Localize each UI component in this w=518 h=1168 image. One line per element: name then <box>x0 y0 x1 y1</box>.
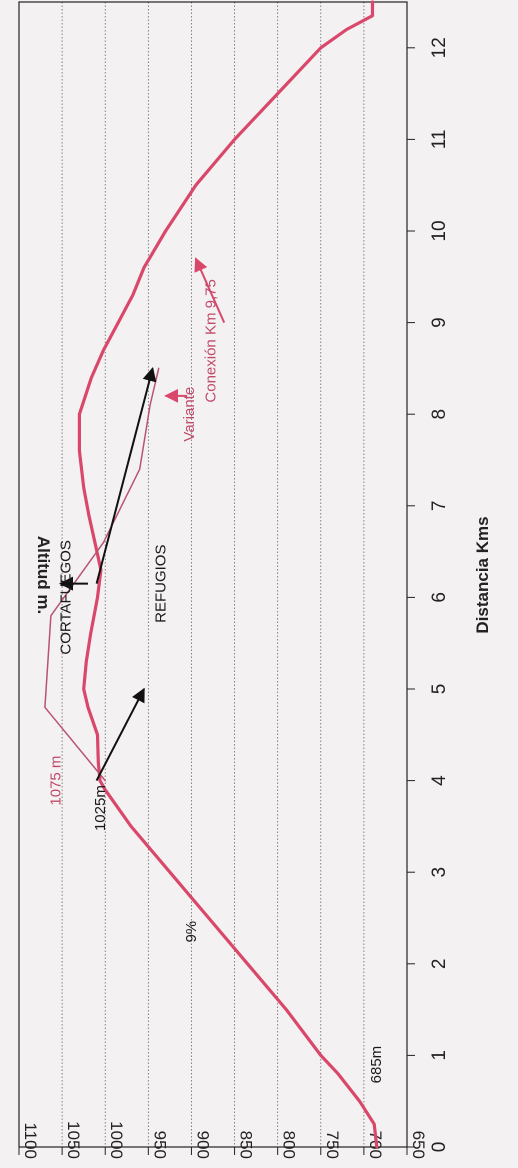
x-tick-label: 0 <box>429 1142 450 1153</box>
x-tick-label: 7 <box>429 501 450 512</box>
plot-frame <box>18 1 408 1148</box>
x-tick-label: 5 <box>429 684 450 695</box>
y-tick-label: 1000 <box>107 1121 126 1159</box>
grid-lines <box>61 2 365 1147</box>
annotation-label: 9% <box>183 921 200 943</box>
x-tick-label: 8 <box>429 409 450 420</box>
x-tick-label: 9 <box>429 317 450 328</box>
annotation-arrow-4 <box>194 257 226 324</box>
main-route-line <box>77 0 379 1149</box>
x-tick-label: 6 <box>429 592 450 603</box>
annotation-label: CORTAFUEGOS <box>58 540 75 654</box>
y-tick-label: 800 <box>280 1131 299 1159</box>
y-tick-label: 1050 <box>64 1121 83 1159</box>
y-tick-label: 850 <box>237 1131 256 1159</box>
altitude-axis: 1100 1050 1000 950 900 850 800 750 700 650 <box>18 1121 428 1159</box>
x-tick-label: 3 <box>429 867 450 878</box>
alternate-route-line <box>44 367 160 782</box>
x-tick-label: 2 <box>429 959 450 970</box>
annotation-label: Variante <box>181 387 198 442</box>
annotation-label: 1075 m <box>47 756 64 806</box>
x-tick-label: 11 <box>429 130 450 150</box>
annotation-layer: 685m 9% 1025m 1075 m CORTAFUEGOS REFUGIOS Vari… <box>47 279 385 1083</box>
annotation-label: REFUGIOS <box>153 545 170 623</box>
y-axis-label: Altitud m. <box>34 536 53 614</box>
x-tick-label: 12 <box>429 37 450 58</box>
annotation-label: Conexión Km 9,75 <box>203 279 220 402</box>
x-axis-label: Distancia Kms <box>473 516 492 633</box>
y-tick-label: 750 <box>323 1131 342 1159</box>
x-tick-label: 10 <box>429 220 450 241</box>
x-tick-label: 4 <box>429 775 450 786</box>
annotation-arrow-1 <box>95 687 145 782</box>
y-tick-label: 650 <box>409 1131 428 1159</box>
annotation-label: 685m <box>368 1046 385 1084</box>
y-tick-label: 900 <box>193 1131 212 1159</box>
y-tick-label: 1100 <box>21 1122 40 1159</box>
x-tick-label: 1 <box>429 1050 450 1061</box>
annotation-arrow-0 <box>95 367 157 584</box>
annotation-label: 1025m <box>92 785 109 831</box>
y-tick-label: 950 <box>150 1131 169 1159</box>
series-layer <box>44 0 379 1149</box>
annotation-arrows <box>58 257 226 782</box>
